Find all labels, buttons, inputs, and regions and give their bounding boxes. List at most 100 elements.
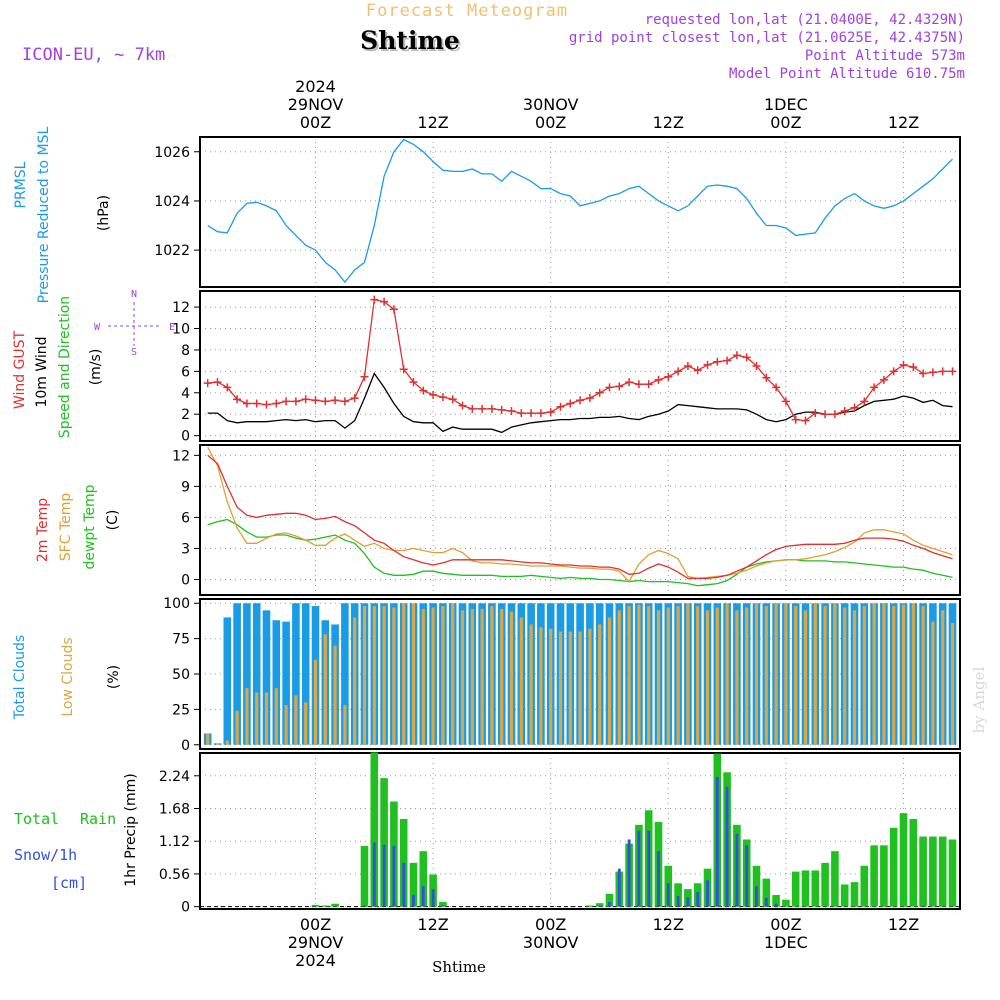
rain-bar — [399, 819, 408, 907]
low-cloud-bar — [490, 606, 494, 745]
total-cloud-bar — [262, 610, 271, 745]
gust-marker — [262, 400, 271, 409]
gust-marker — [821, 410, 830, 419]
gust-marker — [909, 363, 918, 372]
gust-marker — [919, 369, 928, 378]
low-cloud-bar — [931, 621, 935, 745]
clouds-unit: (%) — [106, 665, 122, 689]
snow-bar — [412, 894, 415, 907]
snow-bar — [725, 786, 729, 907]
low-cloud-bar — [421, 608, 425, 745]
gust-marker — [605, 383, 614, 392]
gust-marker — [487, 404, 496, 413]
low-cloud-bar — [607, 617, 612, 745]
low-cloud-bar — [255, 692, 259, 745]
rain-bar — [948, 839, 957, 907]
wind-unit: (m/s) — [88, 349, 104, 386]
low-cloud-bar — [441, 606, 445, 745]
wind-panel: Wind GUST 10m Wind Speed and Direction (… — [12, 289, 961, 445]
rain-bar — [811, 870, 820, 907]
requested-coords: requested lon,lat (21.0400E, 42.4329N) — [645, 12, 965, 28]
gust-marker — [517, 409, 526, 418]
low-cloud-bar — [833, 603, 837, 745]
snow-bar — [666, 883, 670, 907]
gust-marker — [252, 399, 261, 408]
y-tick-label: 6 — [181, 364, 190, 380]
y-tick-label: 1022 — [154, 243, 190, 259]
snow-bar — [637, 830, 641, 907]
y-tick-label: 10 — [172, 322, 190, 338]
clouds-frame — [199, 598, 961, 750]
y-tick-label: 0 — [181, 572, 190, 588]
rain-bar — [929, 836, 937, 907]
low-cloud-bar — [715, 607, 719, 745]
low-cloud-bar — [372, 606, 376, 745]
y-tick-label: 1026 — [154, 145, 190, 161]
snow-bar — [598, 906, 602, 907]
bottom-time-label: 29NOV — [288, 933, 344, 952]
low-cloud-bar — [382, 606, 386, 745]
low-cloud-bar — [686, 603, 690, 745]
low-cloud-bar — [784, 603, 788, 745]
low-cloud-bar — [656, 610, 661, 745]
total-cloud-bar — [301, 603, 310, 745]
top-time-label: 00Z — [770, 113, 801, 132]
low-cloud-bar — [666, 607, 670, 745]
rain-bar — [380, 778, 388, 907]
low-cloud-bar — [431, 607, 435, 745]
snow-bar — [696, 892, 700, 907]
gust-marker — [331, 396, 340, 405]
rain-bar — [801, 870, 810, 907]
wind-speed-dir-label: Speed and Direction — [57, 296, 73, 438]
y-tick-label: 1024 — [154, 194, 190, 210]
sfc-temp-line — [207, 446, 953, 583]
rain-bar — [938, 836, 947, 907]
y-tick-label: 12 — [172, 300, 190, 316]
low-cloud-bar — [362, 606, 367, 745]
low-cloud-bar — [735, 610, 739, 745]
low-cloud-bar — [304, 702, 308, 745]
low-cloud-bar — [323, 634, 327, 745]
y-tick-label: 9 — [181, 479, 190, 495]
dewpt-temp-label: dewpt Temp — [82, 484, 98, 569]
pressure-frame — [199, 136, 961, 288]
compass-north: N — [131, 289, 137, 300]
low-cloud-bar — [294, 695, 298, 745]
gust-marker — [752, 362, 761, 370]
gust-marker — [576, 396, 585, 405]
low-cloud-bar — [676, 606, 680, 745]
gust-marker — [762, 373, 771, 382]
rain-label: Rain — [80, 810, 116, 828]
temperature-frame — [199, 444, 961, 596]
gust-marker — [497, 405, 506, 414]
total-cloud-bar — [252, 603, 261, 745]
gust-marker — [713, 357, 722, 366]
gust-marker — [527, 409, 536, 418]
rain-bar — [870, 845, 878, 907]
rain-bar — [889, 827, 898, 907]
compass-west: W — [94, 322, 101, 333]
wind-compass: N S W E — [94, 289, 175, 358]
rain-bar — [674, 883, 682, 907]
y-tick-label: 0 — [181, 738, 190, 754]
precip-frame — [199, 752, 961, 910]
low-cloud-bar — [637, 604, 641, 745]
snow-bar — [657, 851, 660, 907]
footer-location: Shtime — [432, 958, 486, 976]
gust-marker — [683, 362, 692, 370]
y-tick-label: 25 — [172, 702, 190, 718]
gust-marker — [282, 397, 291, 406]
y-tick-label: 4 — [181, 386, 190, 402]
rain-bar — [595, 903, 604, 907]
gust-marker — [468, 404, 477, 413]
y-tick-label: 100 — [163, 596, 190, 612]
low-cloud-bar — [500, 608, 504, 745]
y-tick-label: 0 — [181, 429, 190, 445]
pressure-panel: PRMSL Pressure Reduced to MSL (hPa) 1022… — [13, 126, 961, 303]
gust-marker — [566, 399, 575, 408]
gust-marker — [791, 415, 800, 424]
low-cloud-bar — [725, 603, 729, 745]
gust-marker — [350, 394, 359, 403]
gust-marker — [448, 395, 457, 404]
